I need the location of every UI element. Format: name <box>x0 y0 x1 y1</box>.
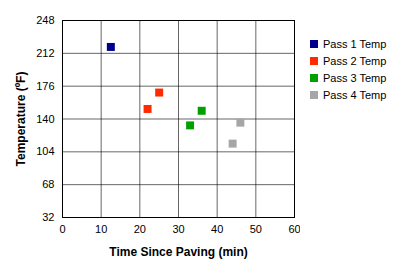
html-text:Pass 1 Temp: Pass 1 Temp <box>323 38 387 50</box>
svg-text:104: 104 <box>36 145 54 157</box>
svg-text:140: 140 <box>36 113 54 125</box>
svg-text:Temperature (ºF): Temperature (ºF) <box>14 72 28 167</box>
svg-text:10: 10 <box>95 223 107 235</box>
svg-text:30: 30 <box>172 223 184 235</box>
svg-text:50: 50 <box>250 223 262 235</box>
svg-text:68: 68 <box>42 178 54 190</box>
svg-text:32: 32 <box>42 211 54 223</box>
svg-text:176: 176 <box>36 80 54 92</box>
svg-text:0: 0 <box>59 223 65 235</box>
svg-text:60: 60 <box>288 223 300 235</box>
html-text:Pass 4 Temp: Pass 4 Temp <box>323 89 387 101</box>
svg-text:248: 248 <box>36 14 54 26</box>
html-text:Pass 2 Temp: Pass 2 Temp <box>323 55 387 67</box>
svg-text:Time Since Paving (min): Time Since Paving (min) <box>109 245 247 259</box>
svg-text:40: 40 <box>211 223 223 235</box>
html-text:Pass 3 Temp: Pass 3 Temp <box>323 72 387 84</box>
svg-text:20: 20 <box>134 223 146 235</box>
svg-text:212: 212 <box>36 47 54 59</box>
